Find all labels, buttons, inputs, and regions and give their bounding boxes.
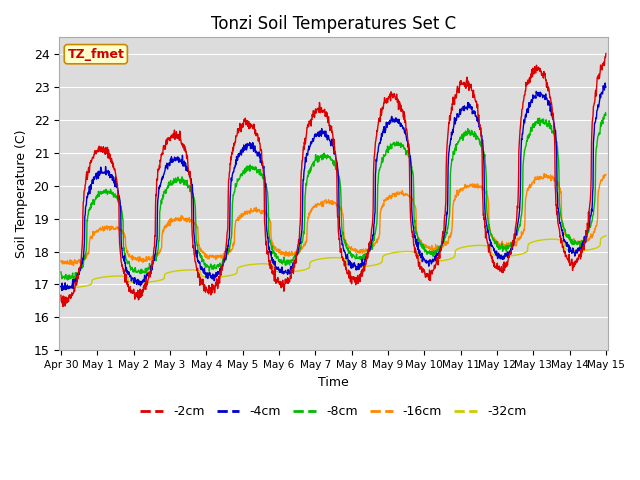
Text: TZ_fmet: TZ_fmet [67,48,124,60]
Legend: -2cm, -4cm, -8cm, -16cm, -32cm: -2cm, -4cm, -8cm, -16cm, -32cm [136,400,531,423]
Y-axis label: Soil Temperature (C): Soil Temperature (C) [15,130,28,258]
Title: Tonzi Soil Temperatures Set C: Tonzi Soil Temperatures Set C [211,15,456,33]
X-axis label: Time: Time [318,376,349,389]
